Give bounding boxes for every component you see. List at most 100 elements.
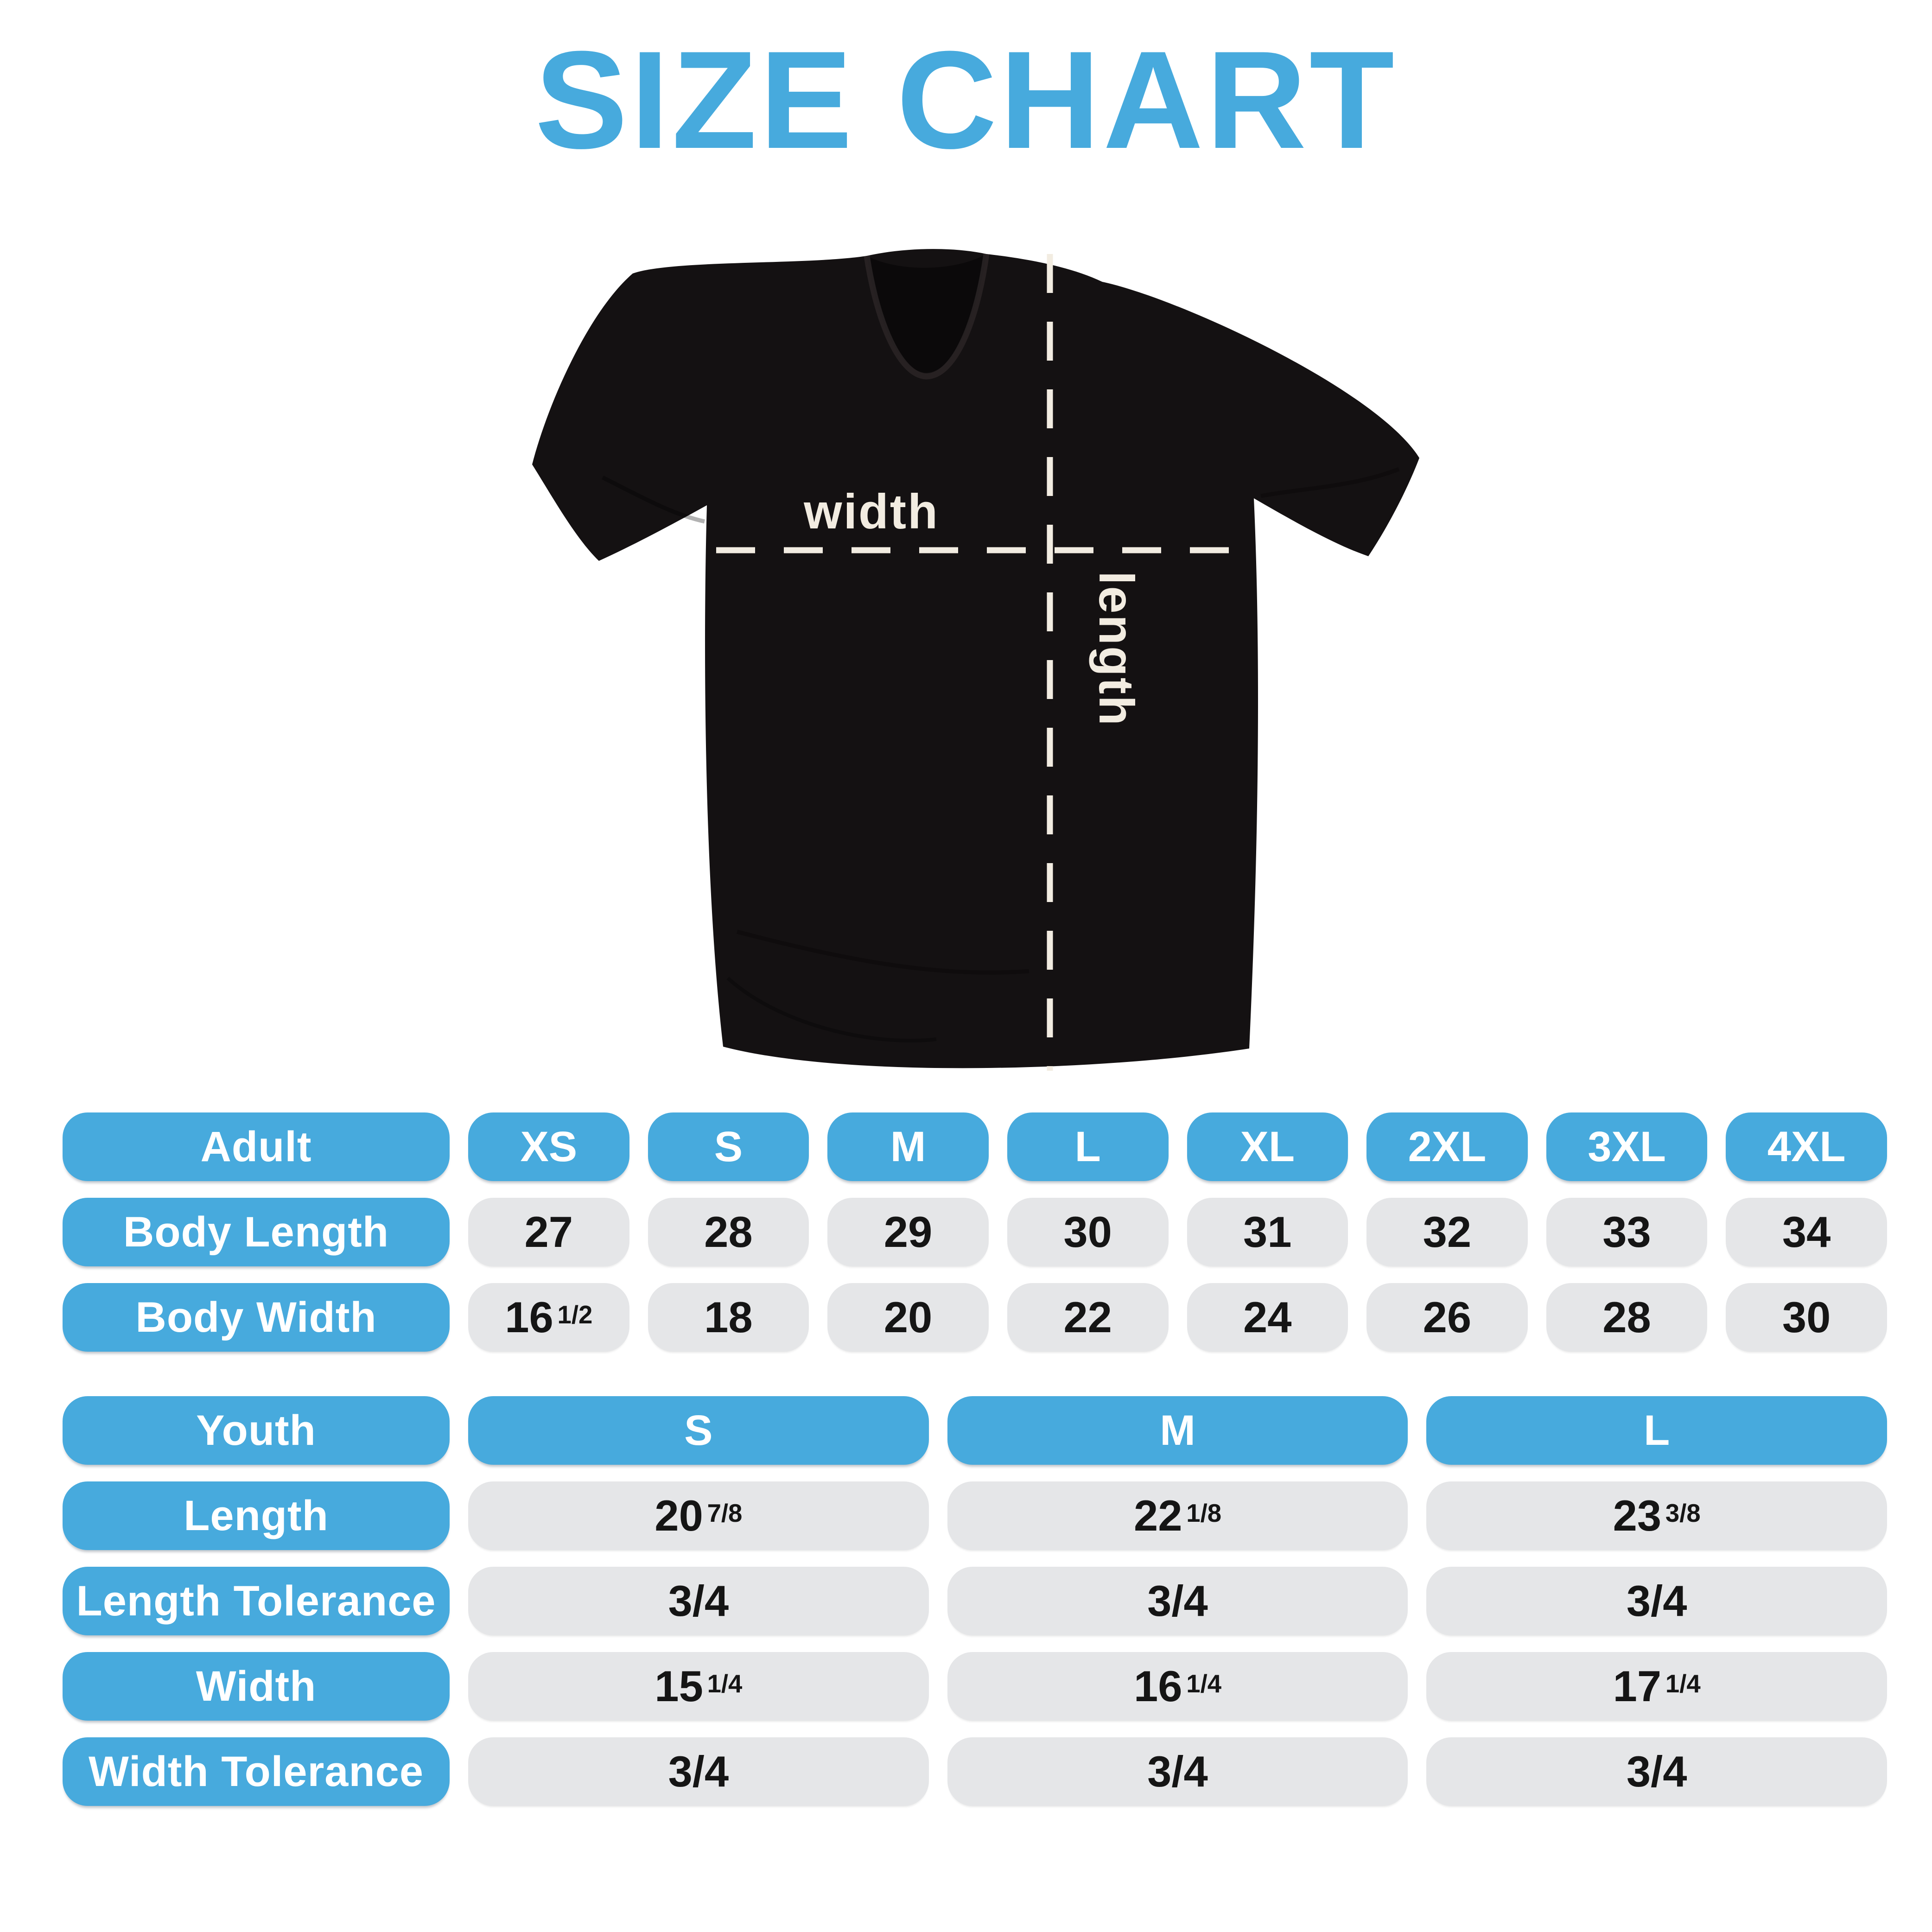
- adult-size-header-4xl: 4XL: [1726, 1112, 1887, 1181]
- value-text: 17: [1613, 1662, 1662, 1710]
- wrinkle: [601, 475, 705, 524]
- value-fraction: 3/8: [1665, 1499, 1701, 1528]
- body-length-value: 27: [468, 1198, 629, 1266]
- value-text: 29: [883, 1208, 933, 1256]
- body-width-value: 30: [1726, 1283, 1887, 1352]
- tshirt-measurement-diagram: width length: [519, 236, 1437, 1085]
- value-text: 34: [1782, 1208, 1831, 1256]
- body-length-value: 32: [1366, 1198, 1528, 1266]
- youth-header-row: Youth S M L: [63, 1396, 1888, 1465]
- adult-size-header-3xl: 3XL: [1546, 1112, 1708, 1181]
- youth-width-value: 15 1/4: [468, 1652, 929, 1721]
- value-text: 31: [1243, 1208, 1292, 1256]
- wrinkle: [736, 929, 1030, 975]
- youth-width-row: Width 15 1/4 16 1/4 17 1/4: [63, 1652, 1888, 1721]
- value-text: 20: [655, 1491, 703, 1540]
- body-width-value: 28: [1546, 1283, 1708, 1352]
- adult-size-header-xl: XL: [1187, 1112, 1348, 1181]
- adult-header-row: Adult XS S M L XL 2XL 3XL 4XL: [63, 1112, 1887, 1181]
- youth-length-tolerance-value: 3/4: [1426, 1567, 1888, 1635]
- value-text: 30: [1063, 1208, 1112, 1256]
- youth-size-header-s: S: [468, 1396, 929, 1465]
- value-text: 3/4: [1626, 1747, 1687, 1796]
- value-fraction: 7/8: [707, 1499, 743, 1528]
- value-text: 20: [883, 1293, 933, 1341]
- value-fraction: 1/4: [1665, 1670, 1701, 1698]
- body-length-row: Body Length 27 28 29 30 31 32 33 34: [63, 1198, 1887, 1266]
- body-length-value: 29: [827, 1198, 989, 1266]
- value-text: 27: [524, 1208, 573, 1256]
- body-length-row-label: Body Length: [63, 1198, 450, 1266]
- body-length-value: 34: [1726, 1198, 1887, 1266]
- value-text: 23: [1613, 1491, 1662, 1540]
- youth-length-tolerance-value: 3/4: [468, 1567, 929, 1635]
- width-measure-label: width: [803, 484, 939, 539]
- adult-row-label: Adult: [63, 1112, 450, 1181]
- value-text: 24: [1243, 1293, 1292, 1341]
- youth-width-tolerance-row-label: Width Tolerance: [63, 1737, 450, 1806]
- adult-size-header-xs: XS: [468, 1112, 629, 1181]
- adult-size-header-m: M: [827, 1112, 989, 1181]
- value-text: 28: [1602, 1293, 1651, 1341]
- value-text: 33: [1602, 1208, 1651, 1256]
- adult-size-table: Adult XS S M L XL 2XL 3XL 4XL Body Lengt…: [63, 1112, 1887, 1352]
- body-length-value: 33: [1546, 1198, 1708, 1266]
- adult-size-header-l: L: [1007, 1112, 1169, 1181]
- value-text: 28: [704, 1208, 753, 1256]
- value-text: 22: [1133, 1491, 1182, 1540]
- value-fraction: 1/4: [707, 1670, 743, 1698]
- tshirt-graphic: width length: [532, 249, 1419, 1071]
- youth-width-tolerance-row: Width Tolerance 3/4 3/4 3/4: [63, 1737, 1888, 1806]
- body-width-value: 22: [1007, 1283, 1169, 1352]
- youth-width-value: 17 1/4: [1426, 1652, 1888, 1721]
- adult-size-header-2xl: 2XL: [1366, 1112, 1528, 1181]
- value-text: 16: [1133, 1662, 1182, 1710]
- youth-width-tolerance-value: 3/4: [1426, 1737, 1888, 1806]
- body-width-value: 26: [1366, 1283, 1528, 1352]
- youth-length-tolerance-row: Length Tolerance 3/4 3/4 3/4: [63, 1567, 1888, 1635]
- youth-row-label: Youth: [63, 1396, 450, 1465]
- youth-width-tolerance-value: 3/4: [947, 1737, 1408, 1806]
- youth-size-header-l: L: [1426, 1396, 1888, 1465]
- youth-length-tolerance-row-label: Length Tolerance: [63, 1567, 450, 1635]
- value-text: 16: [505, 1293, 553, 1341]
- youth-length-value: 23 3/8: [1426, 1481, 1888, 1550]
- wrinkle: [726, 977, 937, 1043]
- page-title: SIZE CHART: [535, 22, 1397, 178]
- value-fraction: 1/2: [557, 1301, 593, 1329]
- value-text: 30: [1782, 1293, 1831, 1341]
- length-measure-label: length: [1089, 571, 1144, 727]
- youth-length-value: 20 7/8: [468, 1481, 929, 1550]
- value-text: 3/4: [1147, 1747, 1208, 1796]
- youth-length-tolerance-value: 3/4: [947, 1567, 1408, 1635]
- tshirt-body: [532, 249, 1419, 1068]
- body-width-value: 16 1/2: [468, 1283, 629, 1352]
- body-length-value: 28: [648, 1198, 809, 1266]
- value-text: 3/4: [1147, 1576, 1208, 1625]
- body-width-value: 18: [648, 1283, 809, 1352]
- youth-length-value: 22 1/8: [947, 1481, 1408, 1550]
- value-text: 3/4: [1626, 1576, 1687, 1625]
- body-length-value: 31: [1187, 1198, 1348, 1266]
- value-fraction: 1/4: [1186, 1670, 1222, 1698]
- value-text: 18: [704, 1293, 753, 1341]
- body-width-row: Body Width 16 1/2 18 20 22 24 26 28 30: [63, 1283, 1887, 1352]
- value-text: 22: [1063, 1293, 1112, 1341]
- youth-size-table: Youth S M L Length 20 7/8 22 1/8 23 3/8 Len…: [63, 1396, 1888, 1806]
- body-width-value: 24: [1187, 1283, 1348, 1352]
- body-width-row-label: Body Width: [63, 1283, 450, 1352]
- value-text: 26: [1423, 1293, 1472, 1341]
- body-width-value: 20: [827, 1283, 989, 1352]
- value-text: 3/4: [668, 1576, 729, 1625]
- youth-length-row: Length 20 7/8 22 1/8 23 3/8: [63, 1481, 1888, 1550]
- value-text: 32: [1423, 1208, 1472, 1256]
- tshirt-collar-rib: [864, 254, 990, 380]
- tshirt-collar-opening: [867, 254, 986, 373]
- youth-width-tolerance-value: 3/4: [468, 1737, 929, 1806]
- adult-size-header-s: S: [648, 1112, 809, 1181]
- value-text: 3/4: [668, 1747, 729, 1796]
- value-text: 15: [655, 1662, 703, 1710]
- youth-size-header-m: M: [947, 1396, 1408, 1465]
- wrinkle: [1260, 467, 1400, 498]
- value-fraction: 1/8: [1186, 1499, 1222, 1528]
